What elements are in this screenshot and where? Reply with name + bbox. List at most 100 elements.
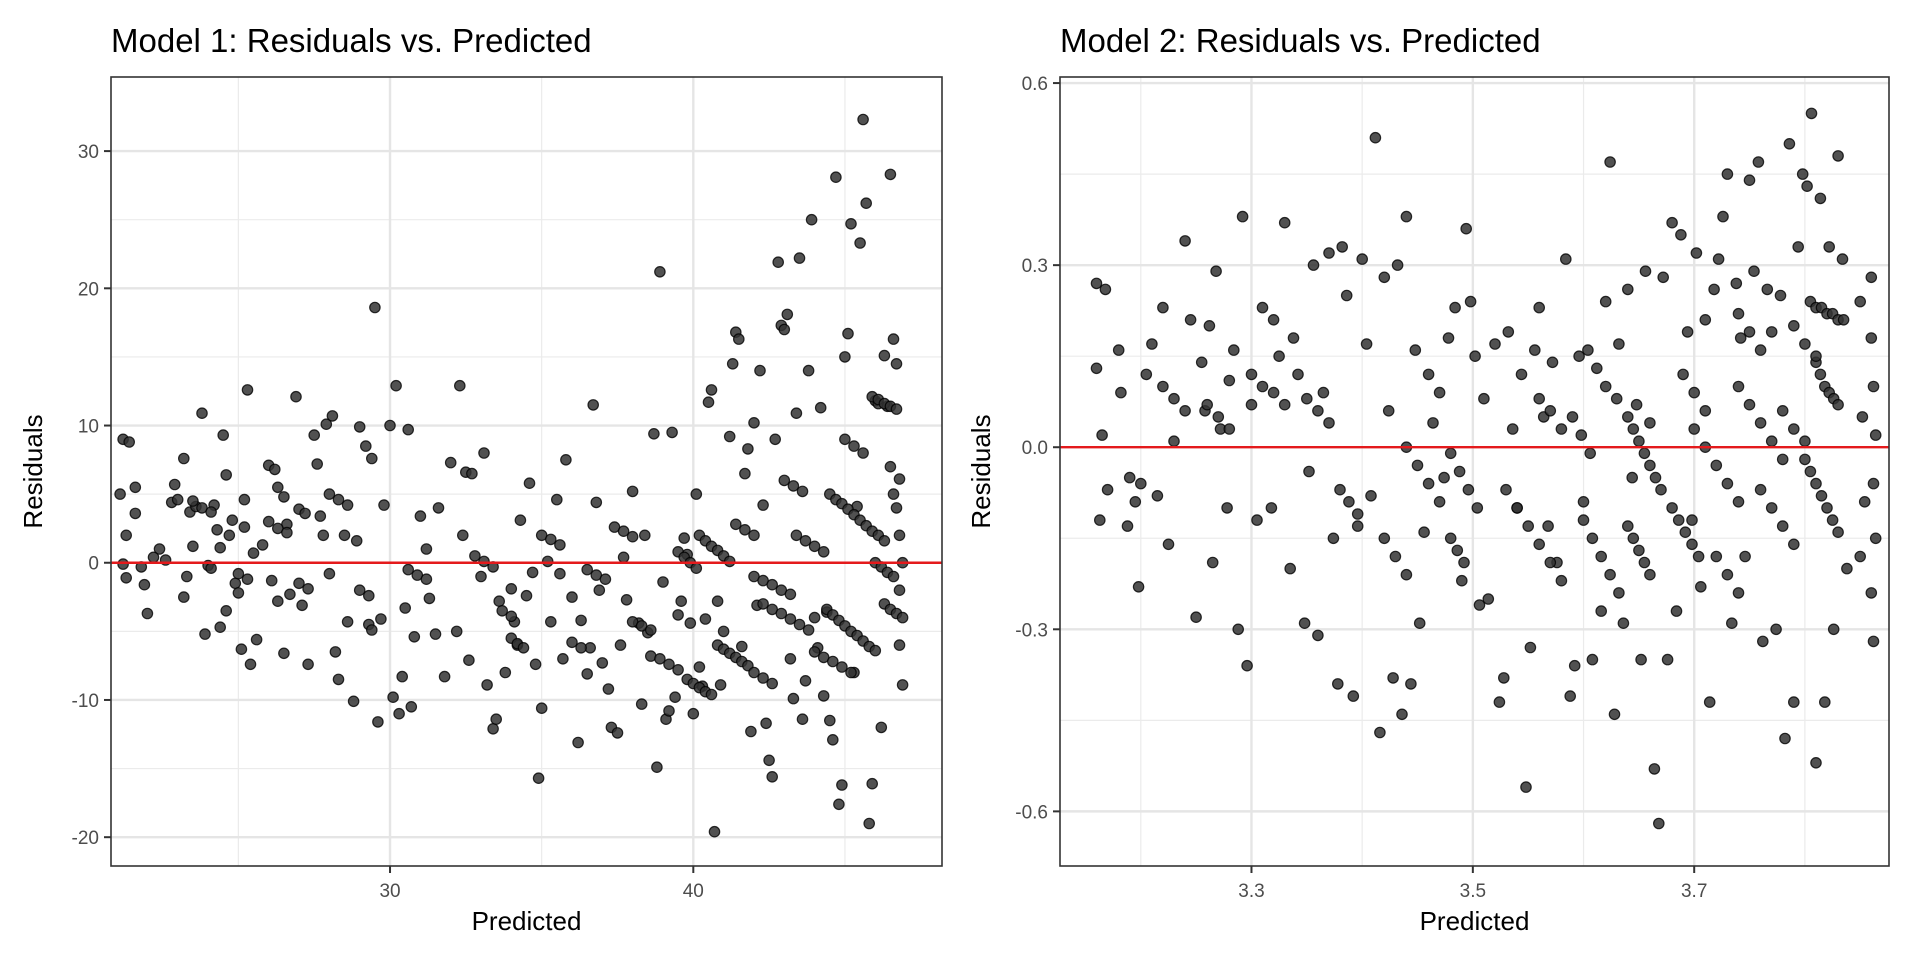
data-point [499,666,512,679]
data-point [1666,502,1678,514]
data-point [205,506,217,518]
data-point [732,333,745,345]
data-point [402,563,414,576]
data-point [332,673,345,686]
data-point [1115,386,1127,399]
data-point [1365,489,1377,502]
data-point [1586,532,1599,545]
data-point [1323,417,1335,429]
data-point [1666,216,1678,229]
data-point [1298,617,1311,629]
data-point [1129,495,1142,508]
data-point [296,599,308,612]
data-point [1332,678,1344,690]
data-point [1692,550,1705,563]
data-point [842,327,854,340]
data-point [466,467,478,480]
data-point [1657,271,1669,284]
plot-border [1059,76,1890,867]
data-point [284,588,296,601]
data-point [735,640,748,653]
data-point [1184,313,1197,326]
data-point [1245,368,1258,381]
data-point [187,540,199,553]
data-point [1190,611,1202,623]
data-point [654,265,666,278]
data-point [1672,514,1685,526]
data-point [596,657,609,669]
data-point [1303,465,1315,478]
data-point [1157,301,1169,314]
data-point [893,639,906,651]
data-point [1805,107,1818,120]
data-point [781,308,794,321]
data-point [1867,477,1880,490]
data-point [787,480,800,492]
data-point [1179,235,1191,247]
data-point [1703,696,1716,708]
data-point [1799,338,1811,350]
data-point [1779,732,1791,745]
data-point [684,617,697,629]
data-point [1422,477,1435,490]
data-point [205,562,217,574]
data-point [1695,580,1707,593]
data-point [857,447,869,459]
data-point [1223,423,1236,435]
data-point [826,733,839,746]
data-point [593,584,606,596]
data-point [1644,568,1656,581]
data-point [1418,526,1430,538]
data-point [766,770,778,783]
data-point [232,587,245,599]
data-point [1267,313,1280,326]
data-point [1529,344,1541,356]
data-point [769,433,781,446]
data-point [1869,429,1882,441]
scatter-points [1090,107,1882,830]
data-point [514,514,527,526]
data-point [754,364,766,377]
data-point [1162,538,1175,551]
data-point [1458,556,1470,569]
data-point [1788,538,1800,551]
data-point [1730,277,1743,290]
data-point [893,584,906,596]
data-point [1712,253,1725,265]
data-point [802,624,815,636]
data-point [214,541,226,554]
data-point [599,573,612,585]
data-point [1374,726,1386,739]
data-point [1776,404,1789,417]
data-point [778,474,791,487]
data-point [1635,653,1647,666]
data-point [214,621,226,633]
data-point [775,607,788,620]
data-point [1203,319,1216,332]
data-point [1140,368,1153,381]
data-point [1856,411,1869,423]
data-point [714,679,727,691]
data-point [1422,368,1435,381]
data-point [814,401,827,414]
data-point [896,679,909,691]
data-point [845,666,857,679]
data-point [857,113,869,126]
y-tick-label: -0.6 [1015,802,1048,823]
data-point [748,529,760,542]
data-point [1132,580,1145,593]
data-point [1630,398,1643,411]
data-point [365,624,378,636]
data-point [168,478,181,491]
data-point [1648,763,1661,775]
data-point [830,171,842,183]
data-point [396,670,408,683]
data-point [1582,344,1594,356]
data-point [1810,350,1822,362]
data-point [320,418,333,430]
data-point [726,357,739,370]
data-point [1212,411,1225,423]
data-point [353,421,366,433]
data-point [1622,520,1634,532]
data-point [1754,483,1767,496]
